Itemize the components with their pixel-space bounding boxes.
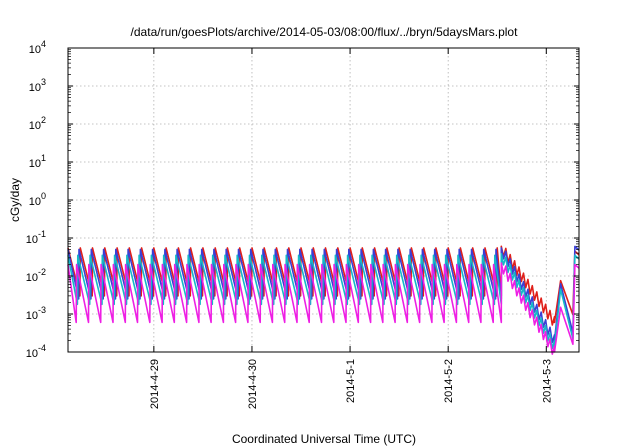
- x-tick-label: 2014-5-1: [345, 359, 357, 403]
- x-axis: 2014-4-29 2014-4-30 2014-5-1 2014-5-2 2014-5…: [149, 48, 553, 409]
- y-tick-label: 10-4: [26, 343, 46, 360]
- series-group: [67, 245, 580, 355]
- y-tick-label: 100: [29, 191, 46, 208]
- y-axis: 10-4 10-3 10-2 10-1 100 101 102 103 104: [26, 39, 579, 360]
- y-tick-label: 104: [29, 39, 46, 56]
- y-tick-label: 10-3: [26, 305, 46, 322]
- series-line: [67, 262, 580, 355]
- series-line: [67, 253, 580, 350]
- x-tick-label: 2014-4-29: [149, 359, 161, 409]
- x-tick-label: 2014-5-2: [443, 359, 455, 403]
- y-axis-title: cGy/day: [8, 178, 22, 222]
- chart-title: /data/run/goesPlots/archive/2014-05-03/0…: [131, 25, 519, 39]
- x-axis-title: Coordinated Universal Time (UTC): [232, 432, 416, 446]
- x-tick-label: 2014-5-3: [541, 359, 553, 403]
- y-tick-label: 10-2: [26, 267, 46, 284]
- y-tick-label: 101: [29, 153, 46, 170]
- grid: [68, 48, 579, 352]
- y-tick-label: 103: [29, 77, 46, 94]
- y-tick-label: 10-1: [26, 229, 46, 246]
- x-tick-label: 2014-4-30: [247, 359, 259, 409]
- y-tick-label: 102: [29, 115, 46, 132]
